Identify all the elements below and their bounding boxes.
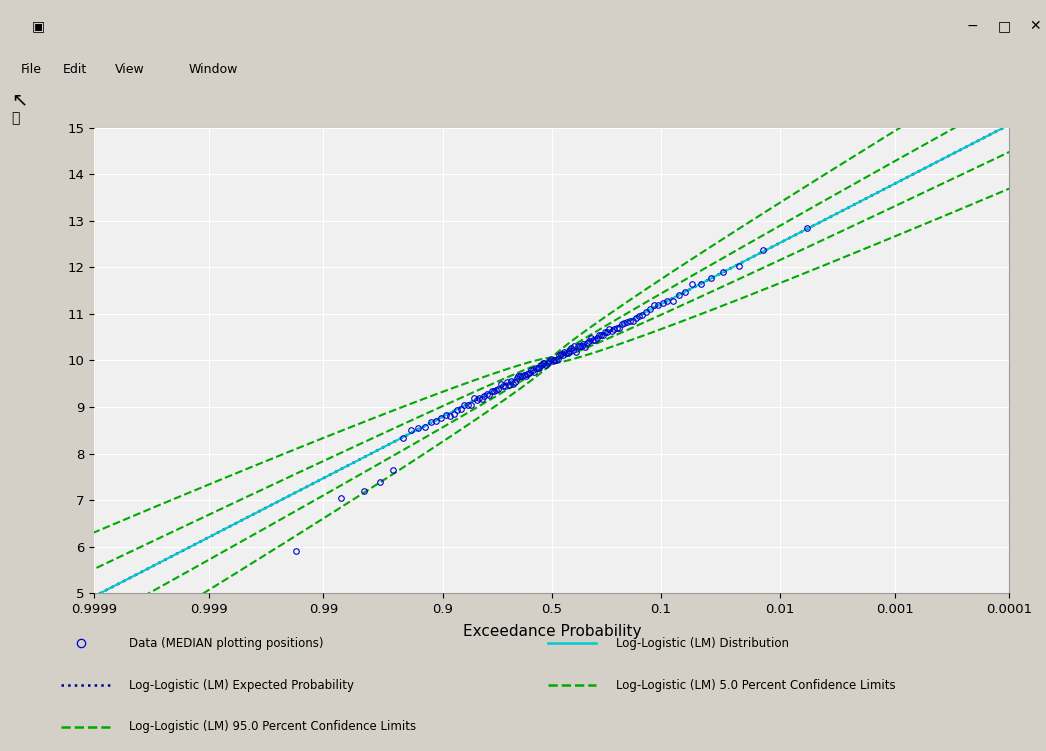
Text: □: □: [998, 20, 1010, 33]
Text: Window: Window: [188, 63, 237, 76]
Text: −: −: [967, 20, 979, 33]
X-axis label: Exceedance Probability: Exceedance Probability: [462, 624, 641, 639]
Text: Edit: Edit: [63, 63, 87, 76]
Text: Log-Logistic (LM) Distribution: Log-Logistic (LM) Distribution: [616, 637, 789, 650]
Text: View: View: [115, 63, 144, 76]
Text: Data (MEDIAN plotting positions): Data (MEDIAN plotting positions): [130, 637, 324, 650]
Text: ▣: ▣: [31, 20, 45, 33]
Text: File: File: [21, 63, 42, 76]
Text: Log-Logistic (LM) 95.0 Percent Confidence Limits: Log-Logistic (LM) 95.0 Percent Confidenc…: [130, 720, 416, 733]
Text: Log-Logistic (LM) Expected Probability: Log-Logistic (LM) Expected Probability: [130, 679, 355, 692]
Text: ↖: ↖: [12, 90, 27, 109]
Text: Log-Logistic (LM) 5.0 Percent Confidence Limits: Log-Logistic (LM) 5.0 Percent Confidence…: [616, 679, 895, 692]
Text: ✕: ✕: [1029, 20, 1042, 33]
Text: 🔍: 🔍: [12, 111, 20, 125]
